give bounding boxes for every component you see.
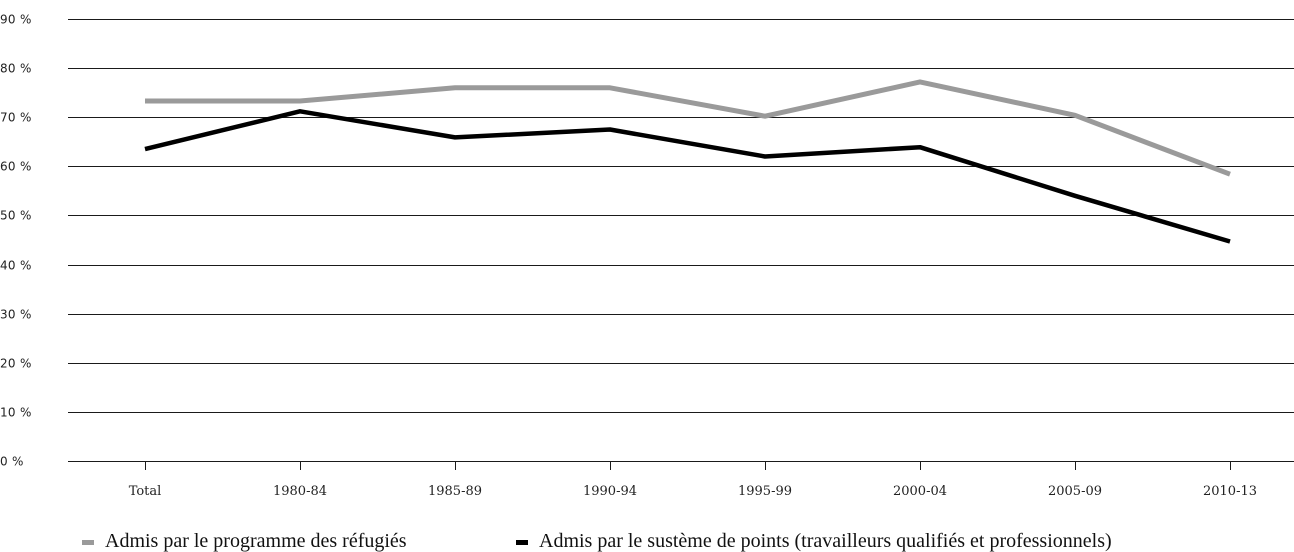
legend: Admis par le programme des réfugiés Admis… — [82, 530, 1112, 552]
gridlines — [68, 19, 1294, 462]
x-tick-label: Total — [129, 484, 162, 499]
y-tick-label: 10 % — [0, 406, 32, 420]
series-line-2 — [144, 109, 1231, 244]
x-tick-label: 1980-84 — [273, 484, 327, 499]
y-tick-label: 80 % — [0, 62, 32, 76]
x-tick-label: 2000-04 — [893, 484, 947, 499]
y-tick-label: 20 % — [0, 357, 32, 371]
x-tick-label: 1990-94 — [583, 484, 637, 499]
y-tick-label: 70 % — [0, 111, 32, 125]
legend-swatch — [516, 540, 528, 545]
legend-label: Admis par le sustème de points (travaill… — [539, 530, 1112, 552]
series-line-1 — [145, 79, 1231, 177]
x-axis-ticks: Total 1980-84 1985-89 1990-94 1995-99 2000-04… — [129, 461, 1257, 499]
legend-label: Admis par le programme des réfugiés — [105, 530, 407, 552]
x-tick-label: 2010-13 — [1203, 484, 1257, 499]
y-tick-label: 50 % — [0, 209, 32, 223]
x-tick-label: 1985-89 — [428, 484, 482, 499]
x-tick-label: 2005-09 — [1048, 484, 1102, 499]
y-tick-label: 60 % — [0, 160, 32, 174]
legend-swatch — [82, 540, 94, 545]
series-lines — [144, 79, 1231, 244]
y-tick-label: 30 % — [0, 308, 32, 322]
y-tick-label: 40 % — [0, 259, 32, 273]
y-axis-ticks: 0 % 10 % 20 % 30 % 40 % 50 % 60 % 70 % 80 % 90 % — [0, 13, 32, 469]
y-tick-label: 90 % — [0, 13, 32, 27]
x-tick-label: 1995-99 — [738, 484, 792, 499]
y-tick-label: 0 % — [0, 455, 24, 469]
